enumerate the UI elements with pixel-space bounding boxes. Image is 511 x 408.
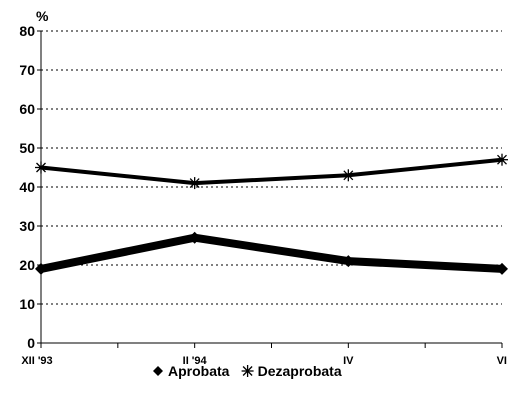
x-tick-label: IV (343, 355, 354, 367)
y-tick-label: 10 (19, 296, 35, 312)
legend: Aprobata Dezaprobata (153, 363, 342, 379)
data-point (35, 161, 47, 174)
data-point (496, 153, 508, 166)
y-tick-label: 40 (19, 179, 35, 195)
x-tick-label: XII '93 (21, 355, 52, 367)
gridlines (41, 30, 502, 305)
legend-label: Aprobata (168, 363, 230, 379)
y-axis-ticks: 0 10 20 30 40 50 60 70 80 (19, 23, 41, 351)
data-point (35, 262, 47, 275)
legend-marker-asterisk (241, 365, 254, 377)
series-lines (35, 153, 508, 275)
legend-label: Dezaprobata (258, 363, 342, 379)
x-tick-label: VI (497, 355, 507, 367)
series-line-dezaprobata (39, 157, 504, 186)
y-tick-label: 60 (19, 101, 35, 117)
y-tick-label: 70 (19, 62, 35, 78)
y-tick-label: 30 (19, 218, 35, 234)
y-tick-label: 80 (19, 23, 35, 39)
data-point (342, 169, 355, 182)
x-axis-ticks: XII '93 II '94 IV VI (21, 343, 507, 367)
data-point (188, 231, 201, 244)
data-point (496, 262, 508, 275)
legend-marker-diamond (153, 366, 163, 376)
y-unit-label: % (36, 8, 49, 24)
data-point (342, 255, 355, 268)
series-line-aprobata (37, 233, 506, 273)
data-point (188, 177, 201, 190)
y-tick-label: 0 (27, 335, 35, 351)
y-tick-label: 20 (19, 257, 35, 273)
x-tick-label: II '94 (183, 355, 208, 367)
y-tick-label: 50 (19, 140, 35, 156)
